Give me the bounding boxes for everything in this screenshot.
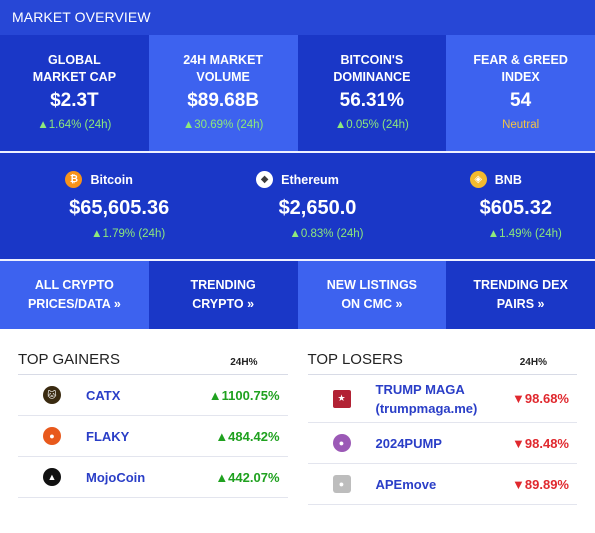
stat-label: GLOBAL MARKET CAP bbox=[32, 53, 117, 84]
bnb-icon: ◈ bbox=[469, 171, 487, 188]
top-gainers-title: TOP GAINERS bbox=[18, 351, 120, 368]
coin-change: ▲0.83% (24h) bbox=[289, 228, 364, 240]
top-losers-panel: TOP LOSERS 24H% ★ TRUMP MAGA (trumpmaga.m… bbox=[307, 351, 577, 505]
coin-price: $605.32 bbox=[479, 197, 552, 219]
market-overview-header: MARKET OVERVIEW bbox=[0, 0, 595, 35]
stat-label: FEAR & GREED INDEX bbox=[473, 53, 568, 84]
mojocoin-icon: ▲ bbox=[43, 468, 61, 486]
catx-icon: 🐱 bbox=[43, 386, 61, 404]
stat-value: $2.3T bbox=[50, 90, 99, 111]
link-trending-crypto[interactable]: TRENDING CRYPTO » bbox=[148, 261, 298, 329]
flaky-icon: ● bbox=[43, 427, 61, 445]
divider bbox=[0, 151, 595, 153]
coin-bitcoin[interactable]: ₿ Bitcoin $65,605.36 ▲1.79% (24h) bbox=[0, 153, 198, 259]
list-item[interactable]: ● 2024PUMP ▼98.48% bbox=[307, 423, 577, 464]
stat-btc-dominance: BITCOIN'S DOMINANCE 56.31% ▲0.05% (24h) bbox=[297, 35, 447, 151]
stat-volume: 24H MARKET VOLUME $89.68B ▲30.69% (24h) bbox=[148, 35, 298, 151]
coin-name: Bitcoin bbox=[90, 172, 133, 187]
ethereum-icon: ◆ bbox=[256, 171, 274, 188]
fear-greed-status: Neutral bbox=[502, 119, 540, 131]
stat-label: 24H MARKET VOLUME bbox=[183, 53, 264, 84]
link-all-crypto-prices[interactable]: ALL CRYPTO PRICES/DATA » bbox=[0, 261, 149, 329]
movers-section: TOP GAINERS 24H% 🐱 CATX ▲1100.75% ● FLAK… bbox=[0, 329, 595, 505]
trump-maga-icon: ★ bbox=[332, 389, 351, 408]
divider bbox=[0, 259, 595, 261]
stat-change: ▲30.69% (24h) bbox=[182, 119, 264, 131]
list-item[interactable]: ● FLAKY ▲484.42% bbox=[18, 416, 288, 457]
coin-change: ▼98.68% bbox=[512, 391, 569, 406]
top-gainers-panel: TOP GAINERS 24H% 🐱 CATX ▲1100.75% ● FLAK… bbox=[18, 351, 288, 505]
coin-change: ▲1.79% (24h) bbox=[91, 228, 166, 240]
coin-ethereum[interactable]: ◆ Ethereum $2,650.0 ▲0.83% (24h) bbox=[198, 153, 396, 259]
stats-row: GLOBAL MARKET CAP $2.3T ▲1.64% (24h) 24H … bbox=[0, 35, 595, 151]
list-item[interactable]: ★ TRUMP MAGA (trumpmaga.me) ▼98.68% bbox=[307, 375, 577, 423]
coin-price: $65,605.36 bbox=[69, 197, 170, 219]
link-trending-dex-pairs[interactable]: TRENDING DEX PAIRS » bbox=[446, 261, 595, 329]
coin-name[interactable]: FLAKY bbox=[86, 428, 130, 444]
page-title: MARKET OVERVIEW bbox=[12, 9, 151, 25]
stat-label: BITCOIN'S DOMINANCE bbox=[333, 53, 411, 84]
apemove-icon: ● bbox=[332, 475, 351, 493]
stat-market-cap: GLOBAL MARKET CAP $2.3T ▲1.64% (24h) bbox=[0, 35, 149, 151]
coin-name[interactable]: TRUMP MAGA (trumpmaga.me) bbox=[375, 381, 478, 416]
coin-name[interactable]: CATX bbox=[86, 387, 121, 403]
coin-name: Ethereum bbox=[281, 172, 339, 187]
coin-change: ▼89.89% bbox=[512, 476, 569, 492]
column-header-24h: 24H% bbox=[519, 357, 547, 368]
stat-change: ▲0.05% (24h) bbox=[334, 119, 409, 131]
2024pump-icon: ● bbox=[332, 434, 351, 452]
stat-value: 56.31% bbox=[339, 90, 405, 111]
coin-name[interactable]: MojoCoin bbox=[86, 469, 146, 485]
top-losers-title: TOP LOSERS bbox=[307, 351, 403, 368]
coin-name: BNB bbox=[494, 172, 522, 187]
list-item[interactable]: ▲ MojoCoin ▲442.07% bbox=[18, 457, 288, 498]
bitcoin-icon: ₿ bbox=[65, 171, 83, 188]
stat-value: $89.68B bbox=[187, 90, 260, 111]
link-new-listings[interactable]: NEW LISTINGS ON CMC » bbox=[297, 261, 447, 329]
coin-change: ▲1100.75% bbox=[208, 387, 280, 403]
stat-value: 54 bbox=[510, 90, 532, 111]
coin-name[interactable]: 2024PUMP bbox=[375, 435, 442, 451]
list-item[interactable]: 🐱 CATX ▲1100.75% bbox=[18, 375, 288, 416]
stat-fear-greed: FEAR & GREED INDEX 54 Neutral bbox=[446, 35, 595, 151]
coin-price: $2,650.0 bbox=[278, 197, 357, 219]
stat-change: ▲1.64% (24h) bbox=[37, 119, 112, 131]
quick-links-row: ALL CRYPTO PRICES/DATA » TRENDING CRYPTO »… bbox=[0, 261, 595, 329]
coin-change: ▲442.07% bbox=[215, 469, 280, 485]
coin-name[interactable]: APEmove bbox=[375, 476, 437, 492]
coin-bnb[interactable]: ◈ BNB $605.32 ▲1.49% (24h) bbox=[397, 153, 595, 259]
column-header-24h: 24H% bbox=[230, 357, 258, 368]
coin-change: ▼98.48% bbox=[512, 435, 569, 451]
coin-change: ▲1.49% (24h) bbox=[487, 228, 562, 240]
list-item[interactable]: ● APEmove ▼89.89% bbox=[307, 464, 577, 505]
coins-row: ₿ Bitcoin $65,605.36 ▲1.79% (24h) ◆ Ethe… bbox=[0, 153, 595, 259]
coin-change: ▲484.42% bbox=[215, 428, 280, 444]
